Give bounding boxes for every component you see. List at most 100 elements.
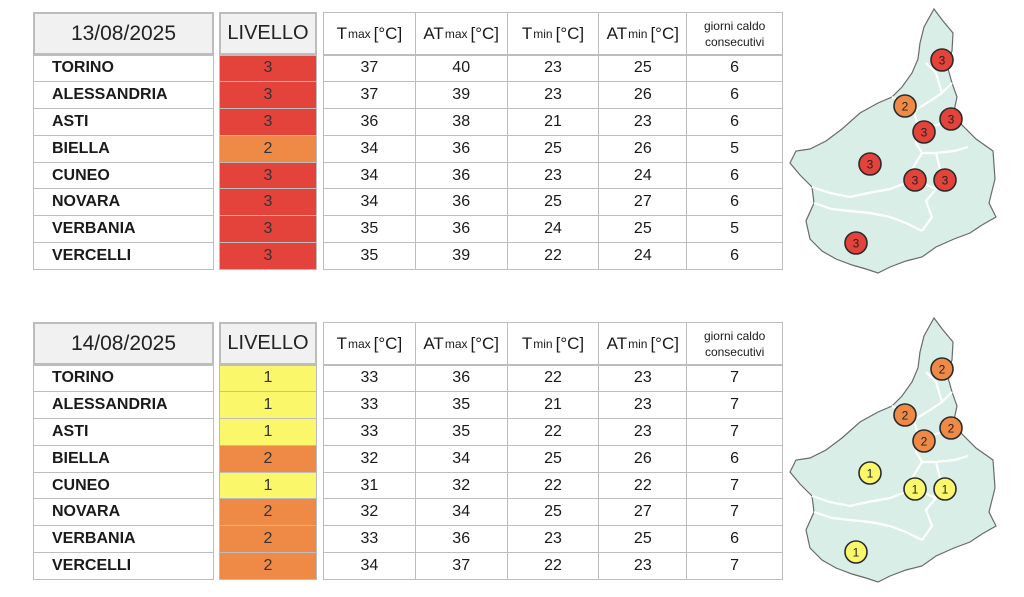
consecutive-days-cell: 7 bbox=[730, 476, 740, 494]
atmin-cell: 23 bbox=[599, 108, 688, 135]
city-name: TORINO bbox=[33, 365, 214, 392]
level-badge-cuneo: 3 bbox=[844, 231, 868, 255]
level-cell: 1 bbox=[219, 472, 317, 500]
atmax-cell: 36 bbox=[416, 216, 508, 243]
level-badge-vercelli: 3 bbox=[912, 120, 936, 144]
values-cells: 32 34 25 26 6 bbox=[323, 445, 783, 473]
values-cells: 34 36 23 24 6 bbox=[323, 162, 783, 190]
values-cells: 36 38 21 23 6 bbox=[323, 108, 783, 136]
atmax-cell: 35 bbox=[416, 418, 508, 445]
tmin-cell: 22 bbox=[508, 472, 600, 499]
atmin-cell: 25 bbox=[599, 56, 688, 81]
atmin-cell: 25 bbox=[599, 526, 688, 553]
tmin-cell: 23 bbox=[508, 526, 600, 553]
level-badge-torino: 3 bbox=[858, 152, 882, 176]
level-badge-verbania: 3 bbox=[930, 48, 954, 72]
level-badge-asti: 1 bbox=[903, 477, 927, 501]
city-name: BIELLA bbox=[33, 135, 214, 163]
consecutive-days-cell: 7 bbox=[730, 395, 740, 413]
badge-circle bbox=[858, 152, 882, 176]
level-badge-cuneo: 1 bbox=[844, 540, 868, 564]
atmax-cell: 36 bbox=[416, 135, 508, 162]
values-cells: 32 34 25 27 7 bbox=[323, 499, 783, 527]
tmax-cell: 34 bbox=[324, 135, 416, 162]
values-cells: 33 35 21 23 7 bbox=[323, 391, 783, 419]
badge-circle bbox=[912, 429, 936, 453]
level-cell: 3 bbox=[219, 55, 317, 82]
consecutive-days-cell: 6 bbox=[730, 530, 740, 548]
level-cell: 3 bbox=[219, 243, 317, 271]
badge-level: 2 bbox=[948, 422, 955, 436]
province-border bbox=[925, 62, 944, 94]
badge-circle bbox=[930, 357, 954, 381]
consecutive-days-cell: 6 bbox=[730, 449, 740, 467]
atmin-cell: 23 bbox=[599, 366, 688, 391]
badge-level: 3 bbox=[912, 174, 919, 188]
atmax-cell: 34 bbox=[416, 499, 508, 526]
badge-level: 1 bbox=[853, 546, 860, 560]
level-cell: 2 bbox=[219, 445, 317, 473]
tmax-cell: 33 bbox=[324, 418, 416, 445]
consecutive-days-cell: 6 bbox=[730, 193, 740, 211]
badge-level: 3 bbox=[867, 158, 874, 172]
city-name: VERCELLI bbox=[33, 243, 214, 271]
level-badge-torino: 1 bbox=[858, 461, 882, 485]
atmax-cell: 36 bbox=[416, 162, 508, 189]
level-cell: 1 bbox=[219, 391, 317, 419]
badge-circle bbox=[933, 168, 957, 192]
city-name: ASTI bbox=[33, 108, 214, 136]
badge-level: 1 bbox=[912, 483, 919, 497]
atmin-cell: 23 bbox=[599, 418, 688, 445]
values-cells: 34 36 25 26 5 bbox=[323, 135, 783, 163]
badge-circle bbox=[939, 107, 963, 131]
table-row: VERBANIA 2 33 36 23 25 6 bbox=[33, 526, 783, 554]
tmax-cell: 35 bbox=[324, 216, 416, 243]
badge-circle bbox=[939, 416, 963, 440]
badge-circle bbox=[903, 477, 927, 501]
consecutive-days-cell: 7 bbox=[730, 503, 740, 521]
atmax-cell: 40 bbox=[416, 56, 508, 81]
city-name: CUNEO bbox=[33, 472, 214, 500]
consecutive-days-cell: 7 bbox=[730, 369, 740, 387]
consecutive-days-cell: 6 bbox=[730, 59, 740, 77]
tmax-cell: 36 bbox=[324, 108, 416, 135]
table-rows: TORINO 1 33 36 22 23 7 ALESSANDRIA 1 33 35 21 23 7 AST… bbox=[33, 365, 783, 581]
table-row: ASTI 3 36 38 21 23 6 bbox=[33, 108, 783, 136]
consecutive-days-header: giorni caldo consecutivi bbox=[703, 328, 766, 359]
table-row: TORINO 3 37 40 23 25 6 bbox=[33, 55, 783, 82]
values-cells: 34 37 22 23 7 bbox=[323, 553, 783, 581]
atmax-cell: 36 bbox=[416, 366, 508, 391]
tmin-cell: 22 bbox=[508, 553, 600, 580]
level-badge-novara: 2 bbox=[939, 416, 963, 440]
atmin-cell: 22 bbox=[599, 472, 688, 499]
province-border bbox=[921, 152, 942, 232]
atmax-header: AT max [°C] bbox=[416, 13, 508, 54]
badge-circle bbox=[844, 540, 868, 564]
level-cell: 1 bbox=[219, 365, 317, 392]
city-name: NOVARA bbox=[33, 189, 214, 217]
city-name: NOVARA bbox=[33, 499, 214, 527]
table-row: BIELLA 2 32 34 25 26 6 bbox=[33, 445, 783, 473]
atmax-cell: 32 bbox=[416, 472, 508, 499]
province-border bbox=[813, 510, 923, 541]
level-badge-alessandria: 1 bbox=[933, 477, 957, 501]
level-cell: 2 bbox=[219, 553, 317, 581]
tmin-cell: 21 bbox=[508, 108, 600, 135]
consecutive-days-cell: 6 bbox=[730, 112, 740, 130]
tmin-cell: 25 bbox=[508, 189, 600, 216]
tmin-cell: 23 bbox=[508, 81, 600, 108]
level-cell: 3 bbox=[219, 189, 317, 217]
province-border bbox=[913, 82, 953, 112]
city-name: VERBANIA bbox=[33, 216, 214, 244]
atmin-cell: 27 bbox=[599, 189, 688, 216]
atmax-cell: 34 bbox=[416, 445, 508, 472]
consecutive-days-cell: 7 bbox=[730, 557, 740, 575]
atmax-cell: 39 bbox=[416, 81, 508, 108]
values-cells: 34 36 25 27 6 bbox=[323, 189, 783, 217]
consecutive-days-cell: 6 bbox=[730, 85, 740, 103]
